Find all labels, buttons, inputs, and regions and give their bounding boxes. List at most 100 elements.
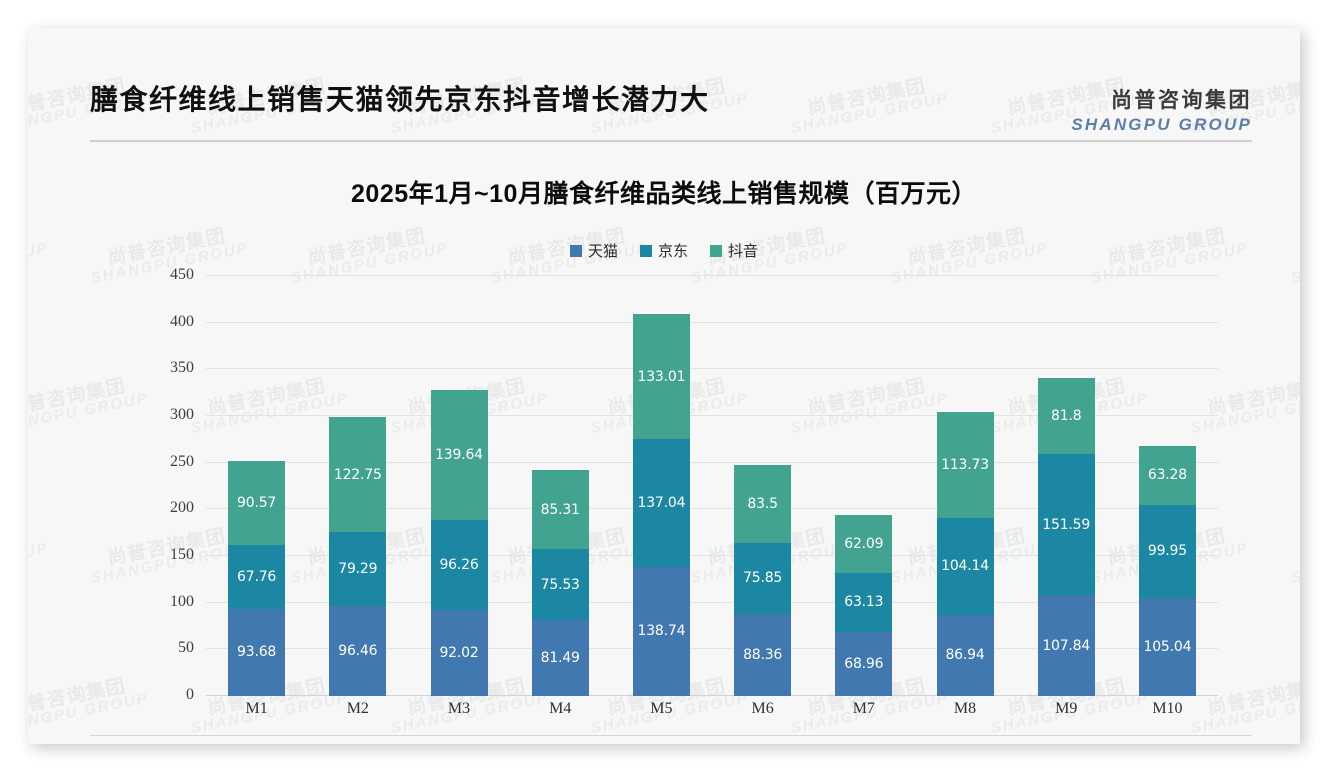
bar-segment[interactable]: 86.94: [936, 614, 994, 696]
bar-segment[interactable]: 133.01: [632, 314, 690, 439]
y-axis-tick-label: 250: [170, 452, 194, 470]
x-axis-tick-label: M1: [245, 700, 268, 717]
slide-header: 膳食纤维线上销售天猫领先京东抖音增长潜力大 尚普咨询集团 SHANGPU GRO…: [28, 28, 1300, 134]
bar-series-container: 90.57 67.76 93.68 122.75 79.29 96.46 139.64 96.…: [206, 276, 1218, 696]
gridline: 200: [170, 499, 1218, 516]
bar-segment[interactable]: 68.96: [835, 631, 893, 696]
bar-stack[interactable]: 62.09 63.13 68.96: [835, 514, 893, 696]
bar-stack[interactable]: 81.8 151.59 107.84: [1037, 377, 1095, 696]
bar-segment[interactable]: 81.49: [531, 619, 589, 696]
bar-segment[interactable]: 105.04: [1138, 597, 1196, 696]
bar-value-label: 107.84: [1042, 637, 1091, 654]
bar-value-label: 138.74: [637, 623, 686, 640]
bar-segment[interactable]: 107.84: [1037, 595, 1095, 696]
bar-value-label: 81.49: [540, 649, 580, 666]
bar-value-label: 92.02: [439, 645, 479, 662]
bar-segment[interactable]: 63.13: [835, 572, 893, 632]
x-axis-tick-label: M8: [953, 700, 977, 717]
legend-label: 京东: [657, 242, 688, 260]
brand-logo: 尚普咨询集团 SHANGPU GROUP: [1071, 84, 1252, 135]
bar-value-label: 139.64: [435, 447, 483, 464]
bar-segment[interactable]: 90.57: [228, 460, 286, 546]
legend-item-0[interactable]: 天猫: [569, 240, 618, 261]
y-axis-tick-label: 150: [170, 546, 194, 564]
footer-copyright: ©2025.12 SHANGPU GROUP: [90, 742, 259, 744]
legend-item-1[interactable]: 京东: [639, 240, 688, 261]
bar-segment[interactable]: 122.75: [329, 417, 387, 532]
x-axis-tick-label: M6: [751, 700, 774, 717]
bar-group-m6: 83.5 75.85 88.36: [712, 276, 813, 696]
bar-stack[interactable]: 139.64 96.26 92.02: [430, 389, 488, 696]
bar-segment[interactable]: 137.04: [632, 438, 690, 567]
bar-segment[interactable]: 67.76: [228, 545, 286, 609]
bar-segment[interactable]: 83.5: [734, 464, 792, 543]
gridline: 0: [186, 686, 1218, 703]
x-axis-tick-label: M9: [1055, 700, 1078, 717]
bar-value-label: 96.26: [439, 557, 479, 574]
chart-title: 2025年1月~10月膳食纤维品类线上销售规模（百万元）: [351, 180, 977, 208]
y-axis-tick-label: 300: [170, 406, 194, 424]
bar-value-label: 99.95: [1147, 543, 1187, 560]
bar-segment[interactable]: 104.14: [936, 517, 994, 615]
gridline: 250: [170, 453, 1218, 470]
bar-segment[interactable]: 151.59: [1037, 453, 1095, 596]
bar-segment[interactable]: 75.85: [734, 542, 792, 614]
chart-legend: 天猫 京东 抖音: [28, 240, 1300, 261]
y-axis-tick-label: 200: [170, 499, 194, 517]
bar-segment[interactable]: 79.29: [329, 531, 387, 606]
bar-value-label: 93.68: [237, 644, 277, 661]
bar-segment[interactable]: 113.73: [936, 411, 994, 518]
bar-stack[interactable]: 122.75 79.29 96.46: [329, 417, 387, 696]
bar-value-label: 133.01: [637, 368, 686, 385]
footer-website[interactable]: www.shangpu-china.com: [1112, 742, 1252, 744]
bar-stack[interactable]: 90.57 67.76 93.68: [228, 460, 286, 696]
bar-segment[interactable]: 138.74: [632, 566, 690, 696]
bar-segment[interactable]: 63.28: [1138, 445, 1196, 505]
bar-segment[interactable]: 62.09: [835, 514, 893, 573]
bar-segment[interactable]: 85.31: [531, 469, 589, 550]
bar-segment[interactable]: 139.64: [430, 389, 488, 521]
x-axis-tick-label: M4: [549, 700, 572, 717]
bar-segment[interactable]: 81.8: [1037, 377, 1095, 454]
bar-group-m2: 122.75 79.29 96.46: [307, 276, 408, 696]
gridline: 350: [170, 359, 1218, 376]
legend-swatch-icon: [710, 244, 722, 257]
bar-group-m7: 62.09 63.13 68.96: [813, 276, 914, 696]
legend-label: 天猫: [587, 242, 618, 260]
bar-value-label: 75.85: [743, 570, 783, 587]
y-axis-tick-label: 350: [170, 359, 194, 377]
bar-value-label: 105.04: [1143, 638, 1192, 655]
bar-value-label: 90.57: [237, 495, 277, 512]
legend-item-2[interactable]: 抖音: [710, 240, 758, 261]
gridline: 100: [170, 593, 1218, 610]
bar-segment[interactable]: 93.68: [228, 608, 286, 696]
bar-value-label: 96.46: [338, 642, 378, 659]
bar-stack[interactable]: 83.5 75.85 88.36: [734, 464, 792, 696]
bar-value-label: 83.5: [747, 495, 778, 512]
bar-stack[interactable]: 63.28 99.95 105.04: [1138, 445, 1196, 696]
bar-stack[interactable]: 85.31 75.53 81.49: [531, 469, 589, 696]
legend-label: 抖音: [728, 242, 759, 260]
bar-segment[interactable]: 99.95: [1138, 504, 1196, 598]
bar-segment[interactable]: 96.46: [329, 605, 387, 696]
gridline: 300: [170, 406, 1218, 423]
bar-group-m4: 85.31 75.53 81.49: [510, 276, 611, 696]
gridline: 450: [170, 266, 1218, 283]
page-title: 膳食纤维线上销售天猫领先京东抖音增长潜力大: [90, 84, 710, 115]
bar-stack[interactable]: 113.73 104.14 86.94: [936, 411, 994, 696]
bar-segment[interactable]: 75.53: [531, 549, 589, 620]
bar-value-label: 75.53: [540, 576, 580, 593]
gridline: 150: [170, 546, 1218, 563]
logo-text-en: SHANGPU GROUP: [1071, 115, 1252, 134]
bar-group-m3: 139.64 96.26 92.02: [408, 276, 509, 696]
bar-segment[interactable]: 96.26: [430, 520, 488, 611]
bar-segment[interactable]: 92.02: [430, 610, 488, 696]
gridline: 50: [178, 639, 1218, 656]
header-divider: [90, 140, 1252, 142]
bar-stack[interactable]: 133.01 137.04 138.74: [632, 314, 690, 696]
bar-segment[interactable]: 88.36: [734, 613, 792, 696]
bar-value-label: 63.13: [844, 594, 884, 611]
